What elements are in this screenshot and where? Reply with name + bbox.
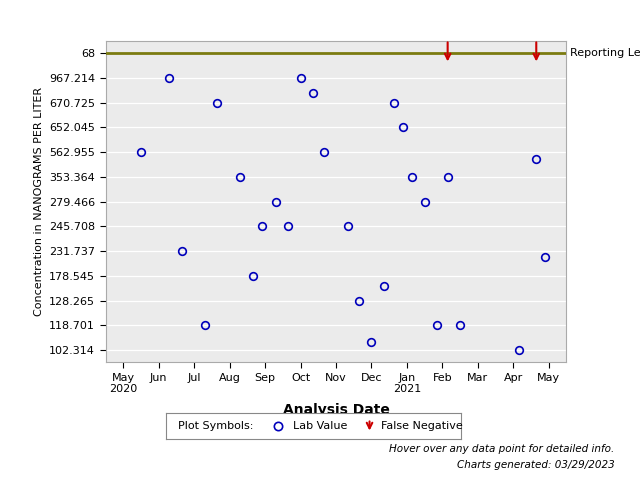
Text: Charts generated: 03/29/2023: Charts generated: 03/29/2023 — [457, 460, 614, 470]
Text: Plot Symbols:: Plot Symbols: — [178, 421, 253, 431]
Text: Lab Value: Lab Value — [293, 421, 348, 431]
Text: Reporting Level: Reporting Level — [570, 48, 640, 58]
Text: False Negative: False Negative — [381, 421, 463, 431]
X-axis label: Analysis Date: Analysis Date — [283, 403, 389, 417]
Y-axis label: Concentration in NANOGRAMS PER LITER: Concentration in NANOGRAMS PER LITER — [33, 87, 44, 316]
Text: Hover over any data point for detailed info.: Hover over any data point for detailed i… — [389, 444, 614, 454]
